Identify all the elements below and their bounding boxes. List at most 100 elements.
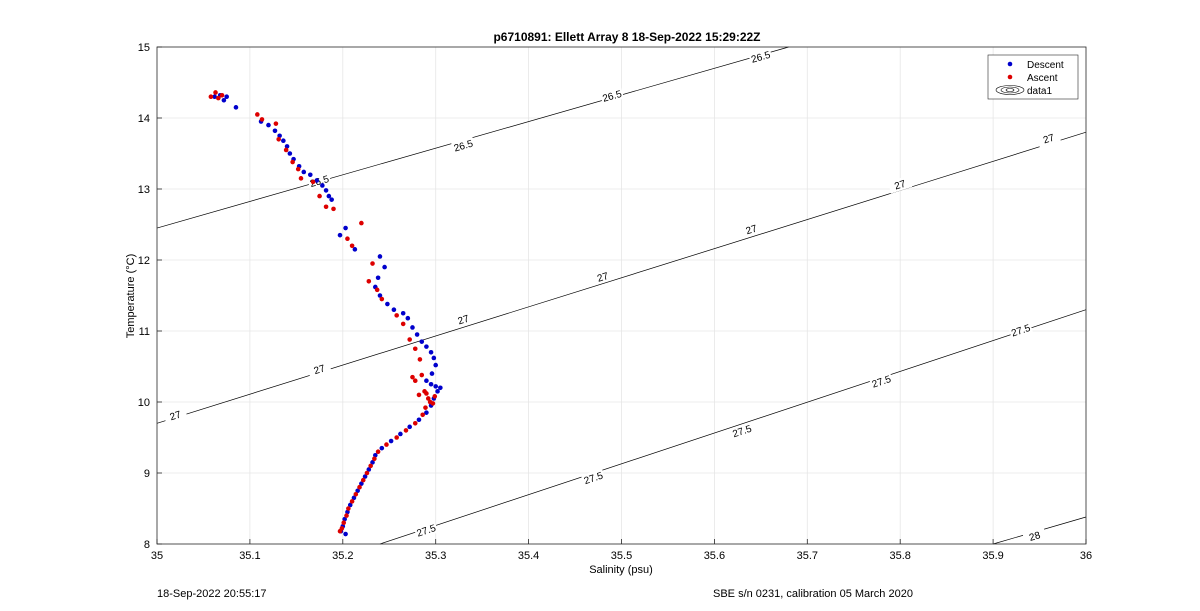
- data-point-descent: [414, 332, 420, 337]
- contour-line: [156, 46, 789, 229]
- data-point-descent: [221, 97, 227, 103]
- data-point-descent: [428, 350, 434, 355]
- data-point-ascent: [208, 94, 214, 99]
- data-point-descent: [424, 378, 429, 384]
- data-point-descent: [410, 325, 415, 330]
- legend-marker-descent: [1007, 61, 1013, 67]
- data-point-descent: [435, 389, 440, 394]
- contour-label-bg: [1008, 320, 1033, 340]
- x-tick-label: 35.6: [704, 550, 725, 562]
- data-point-ascent: [430, 401, 436, 406]
- data-point-ascent: [310, 179, 316, 185]
- data-point-ascent: [394, 435, 399, 440]
- data-point-descent: [377, 293, 383, 298]
- data-point-ascent: [317, 193, 322, 199]
- grid-lines: [157, 47, 1086, 544]
- data-point-ascent: [419, 372, 425, 378]
- x-tick-label: 35.1: [239, 550, 260, 562]
- legend-marker-ascent: [1007, 74, 1013, 80]
- data-point-ascent: [255, 112, 260, 117]
- contour-label-bg: [599, 86, 625, 105]
- contour-label: 27: [1042, 132, 1056, 146]
- data-point-ascent: [374, 287, 380, 293]
- data-point-ascent: [370, 261, 375, 266]
- data-point-descent: [362, 474, 368, 479]
- data-point-descent: [277, 133, 282, 139]
- series-descent: [212, 92, 443, 537]
- data-point-descent: [212, 94, 217, 99]
- legend-marker-contour: [995, 85, 1025, 95]
- contour-label-bg: [1036, 129, 1061, 148]
- data-point-ascent: [273, 121, 279, 126]
- data-point-descent: [385, 301, 390, 307]
- data-point-ascent: [400, 321, 406, 327]
- contour-label: 28: [1028, 530, 1042, 544]
- x-tick-label: 36: [1080, 550, 1092, 562]
- x-tick-label: 35.3: [425, 550, 446, 562]
- contour-label-bg: [307, 172, 332, 190]
- data-point-descent: [373, 452, 378, 458]
- data-point-ascent: [298, 176, 304, 181]
- data-point-descent: [224, 94, 229, 99]
- data-point-ascent: [403, 428, 409, 433]
- data-point-descent: [428, 381, 434, 387]
- data-point-descent: [347, 502, 353, 508]
- data-point-ascent: [331, 206, 336, 212]
- data-point-ascent: [384, 442, 389, 447]
- data-point-descent: [424, 344, 429, 349]
- data-point-ascent: [345, 236, 350, 241]
- data-point-ascent: [375, 449, 381, 455]
- contour-label-bg: [887, 175, 913, 194]
- data-series: [208, 90, 443, 537]
- data-point-descent: [400, 310, 406, 316]
- data-point-descent: [342, 516, 347, 522]
- contour-label-bg: [306, 360, 332, 379]
- contour-label-bg: [738, 220, 764, 239]
- data-point-descent: [398, 431, 403, 437]
- data-point-ascent: [394, 313, 399, 318]
- contour-label-bg: [580, 468, 606, 487]
- data-point-descent: [388, 438, 394, 444]
- data-point-descent: [359, 481, 364, 486]
- contour-label-bg: [162, 406, 188, 425]
- data-point-ascent: [412, 346, 418, 352]
- x-tick-label: 35.9: [982, 550, 1003, 562]
- chart-title: p6710891: Ellett Array 8 18-Sep-2022 15:…: [493, 30, 760, 44]
- data-point-ascent: [432, 394, 438, 399]
- data-point-ascent: [357, 484, 362, 490]
- data-point-descent: [320, 183, 325, 188]
- data-point-ascent: [366, 279, 372, 284]
- data-point-ascent: [337, 528, 343, 534]
- series-ascent: [208, 90, 438, 534]
- footer-calibration: SBE s/n 0231, calibration 05 March 2020: [713, 588, 913, 600]
- y-tick-label: 11: [139, 326, 150, 338]
- y-tick-label: 15: [138, 42, 150, 54]
- data-point-descent: [337, 232, 343, 238]
- contour-label-bg: [413, 521, 439, 540]
- data-point-ascent: [407, 337, 412, 342]
- data-point-descent: [438, 385, 443, 391]
- contour-line: [379, 309, 1087, 545]
- y-tick-label: 14: [138, 113, 150, 125]
- data-point-descent: [329, 197, 334, 202]
- contour-label: 27: [169, 409, 183, 423]
- data-point-ascent: [349, 243, 355, 249]
- data-point-ascent: [259, 117, 265, 122]
- data-point-descent: [391, 307, 397, 313]
- data-point-descent: [301, 169, 307, 175]
- data-point-descent: [352, 247, 358, 252]
- contour-label-bg: [590, 267, 615, 286]
- y-tick-label: 12: [138, 255, 150, 267]
- data-point-descent: [379, 445, 385, 451]
- data-point-descent: [433, 384, 439, 389]
- data-point-descent: [314, 178, 320, 183]
- data-point-descent: [345, 509, 350, 515]
- data-point-descent: [382, 264, 387, 270]
- data-point-descent: [419, 339, 425, 344]
- data-point-descent: [431, 355, 437, 361]
- data-point-ascent: [290, 159, 295, 165]
- contour-label: 26.5: [309, 174, 331, 190]
- data-point-descent: [375, 275, 381, 281]
- density-contours: 26.526.526.526.52727272727272727.527.527…: [156, 46, 1087, 545]
- data-point-ascent: [425, 396, 431, 401]
